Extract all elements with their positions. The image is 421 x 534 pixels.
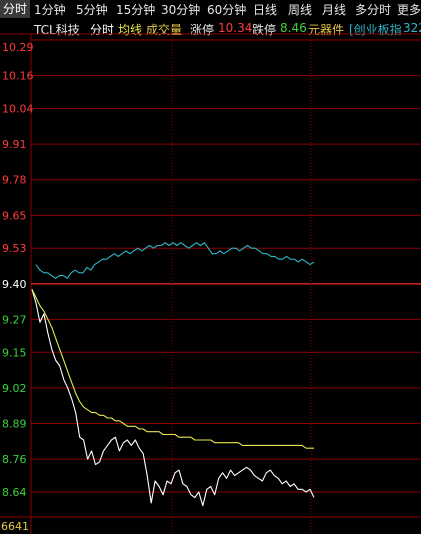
- y-tick-label-3: 9.91: [2, 138, 27, 151]
- tab-10[interactable]: 更多: [397, 3, 421, 17]
- tab-2[interactable]: 5分钟: [76, 3, 108, 17]
- y-tick-label-11: 8.89: [2, 418, 27, 431]
- tab-3[interactable]: 15分钟: [116, 3, 156, 17]
- intraday-chart[interactable]: 10.29 10.16 10.04 9.91 9.78 9.65 9.53 9.40 9.27 9…: [0, 32, 421, 534]
- tab-8[interactable]: 月线: [322, 3, 347, 17]
- period-tab-bar: 分时 1分钟 5分钟 15分钟 30分钟 60分钟 日线 周线 月线 多分时 更多: [0, 0, 421, 19]
- y-tick-label-6: 9.53: [2, 242, 27, 255]
- y-tick-label-9: 9.15: [2, 346, 27, 359]
- y-tick-label-12: 8.76: [2, 453, 27, 466]
- y-tick-label-7: 9.40: [2, 278, 27, 291]
- tab-6[interactable]: 日线: [253, 3, 278, 17]
- index-value: 322: [403, 21, 421, 35]
- avg-price-line: [31, 289, 314, 449]
- y-tick-label-5: 9.65: [2, 209, 27, 222]
- y-tick-label-10: 9.02: [2, 382, 27, 395]
- y-tick-label-8: 9.27: [2, 313, 27, 326]
- tab-4[interactable]: 30分钟: [161, 3, 201, 17]
- y-tick-label-13: 8.64: [2, 486, 27, 499]
- tab-1[interactable]: 1分钟: [34, 3, 66, 17]
- y-tick-label-4: 9.78: [2, 174, 27, 187]
- y-tick-label-1: 10.16: [2, 70, 34, 83]
- tab-0[interactable]: 分时: [0, 0, 31, 18]
- y-tick-label-0: 10.29: [2, 41, 34, 54]
- y-tick-label-2: 10.04: [2, 102, 34, 115]
- tab-5[interactable]: 60分钟: [207, 3, 247, 17]
- index-line: [35, 242, 315, 279]
- tab-9[interactable]: 多分时: [355, 3, 392, 17]
- price-line: [31, 289, 315, 507]
- volume-axis-label: 6641: [1, 520, 29, 533]
- limit-up-value: 10.34: [218, 21, 253, 35]
- tab-7[interactable]: 周线: [288, 3, 313, 17]
- limit-down-value: 8.46: [280, 21, 307, 35]
